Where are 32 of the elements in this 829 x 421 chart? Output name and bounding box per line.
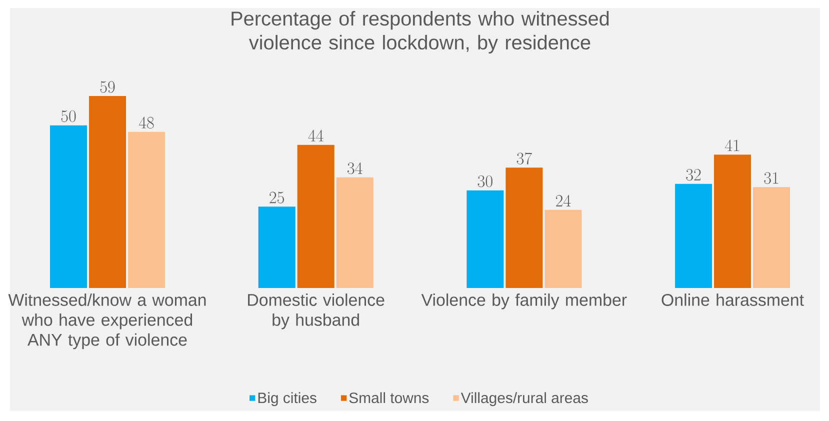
- bar: [50, 125, 88, 288]
- bar: [258, 206, 296, 288]
- bar: [714, 154, 752, 288]
- data-label: 41: [724, 140, 740, 152]
- x-tick-label: Violence by family member: [421, 294, 627, 310]
- bar: [297, 144, 334, 288]
- bar: [675, 184, 712, 288]
- bar: [128, 132, 165, 288]
- data-label: 44: [308, 130, 324, 142]
- bar: [466, 190, 504, 288]
- data-label: 25: [270, 192, 284, 204]
- legend-label: Big cities: [258, 392, 316, 406]
- bar: [753, 187, 790, 288]
- legend-label: Small towns: [349, 392, 429, 404]
- chart-title: Percentage of respondents who witnessed violence since lockdown, by residence: [232, 11, 609, 54]
- data-label: 30: [478, 175, 492, 188]
- data-label: 50: [61, 110, 76, 122]
- x-tick-label: Witnessed/know a woman who have experienced ANY type of violence: [8, 294, 206, 350]
- x-tick-label: Online harassment: [662, 294, 804, 306]
- bar: [506, 168, 543, 288]
- data-label: 48: [138, 116, 154, 129]
- data-label: 24: [556, 194, 571, 206]
- data-label: 32: [686, 168, 701, 181]
- data-label: 34: [347, 162, 362, 174]
- data-label: 59: [100, 81, 115, 93]
- bar: [544, 210, 582, 288]
- legend-label: Villages/rural areas: [460, 392, 588, 406]
- bar: [336, 177, 374, 288]
- bar: [89, 96, 126, 288]
- data-label: 37: [516, 152, 532, 164]
- x-tick-label: Domestic violence by husband: [248, 294, 384, 330]
- data-label: 31: [764, 172, 778, 184]
